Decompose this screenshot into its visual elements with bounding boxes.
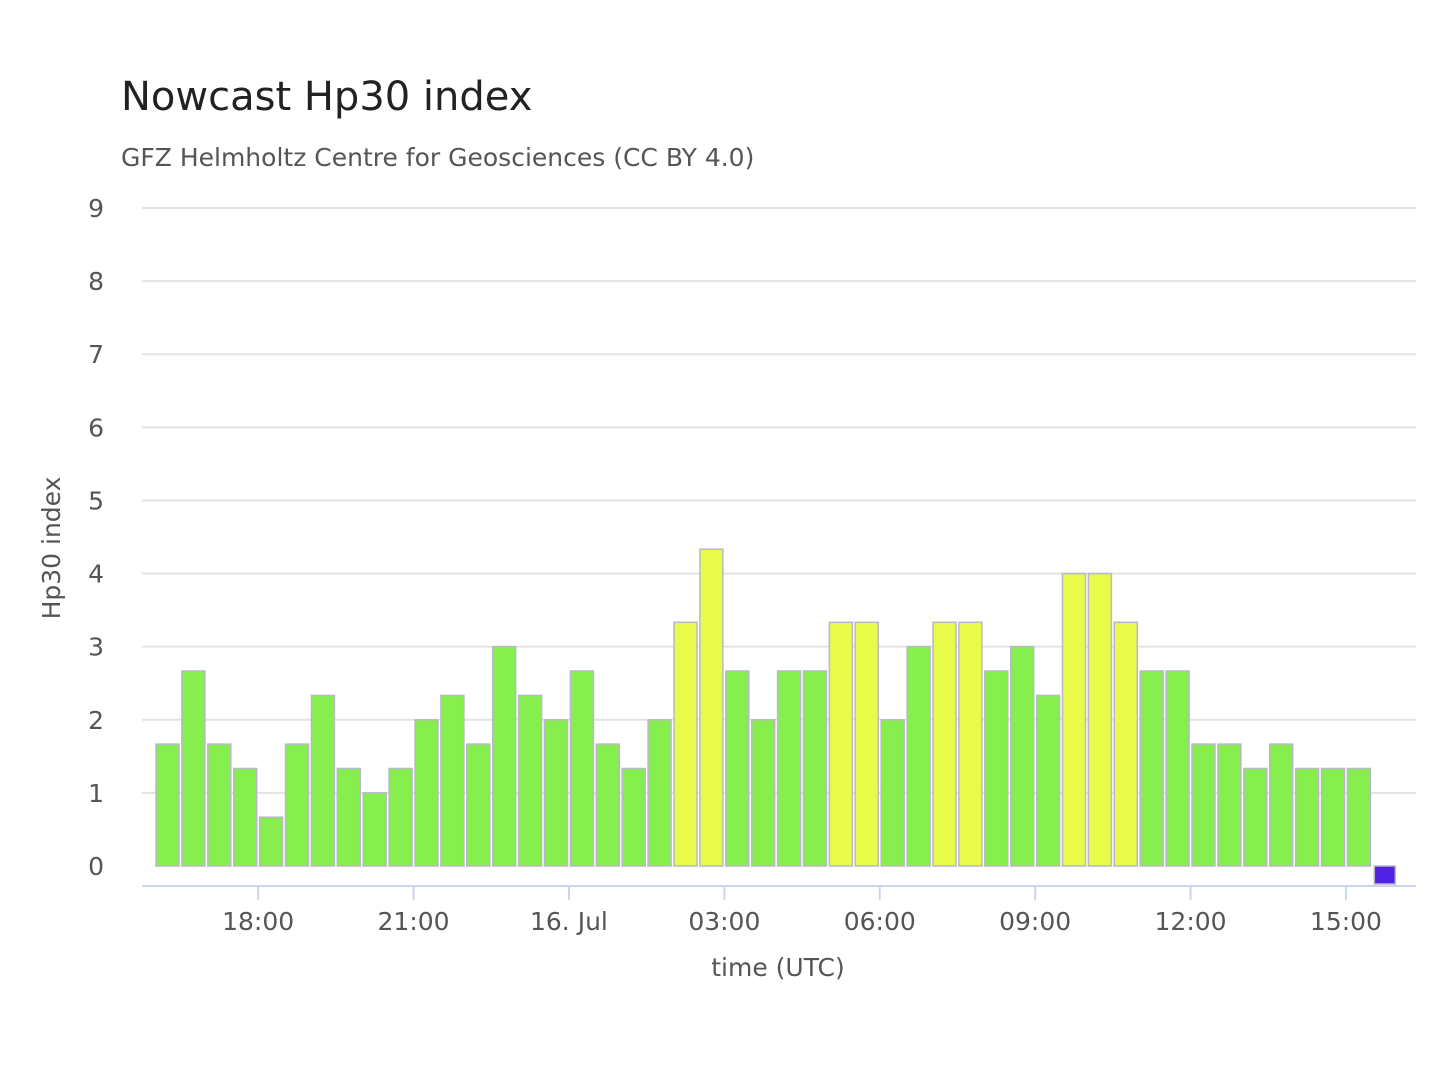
bar[interactable]: 16 Jul 13:30: 1.667 <box>1268 743 1294 867</box>
bar[interactable]: 15 Jul 18:00: 0.667 <box>258 816 284 867</box>
x-tick-label: 16. Jul <box>530 907 608 936</box>
bar[interactable]: 16 Jul 02:00: 3.333 <box>673 621 698 867</box>
x-axis <box>142 885 1416 900</box>
bar[interactable]: 16 Jul 15:30: 0.1 <box>1373 865 1397 885</box>
bar[interactable]: 16 Jul 14:00: 1.333 <box>1294 767 1320 867</box>
bar[interactable]: 15 Jul 20:30: 1.333 <box>388 767 413 867</box>
bar[interactable]: 15 Jul 19:30: 1.333 <box>336 767 362 867</box>
bar[interactable]: 16 Jul 07:00: 3.333 <box>932 621 957 867</box>
bar[interactable]: 16 Jul 09:00: 2.333 <box>1035 694 1061 867</box>
bar[interactable]: 16 Jul 07:30: 3.333 <box>958 621 983 867</box>
y-axis-title: Hp30 index <box>37 477 66 620</box>
bar[interactable]: 15 Jul 18:30: 1.667 <box>284 743 310 867</box>
y-tick-label: 3 <box>88 633 104 662</box>
x-tick-label: 09:00 <box>999 907 1071 936</box>
bar[interactable]: 16 Jul 11:00: 2.667 <box>1139 670 1164 867</box>
y-tick-label: 4 <box>88 560 104 589</box>
x-tick-labels: 18:00 21:00 16. Jul 03:00 06:00 09:00 12:00 15:… <box>222 907 1382 936</box>
bar[interactable]: 15 Jul 16:30: 2.667 <box>181 670 206 867</box>
bar[interactable]: 16 Jul 05:30: 3.333 <box>854 621 880 867</box>
x-tick-label: 12:00 <box>1155 907 1227 936</box>
y-tick-label: 8 <box>88 267 104 296</box>
bar[interactable]: 16 Jul 05:00: 3.333 <box>828 621 854 867</box>
bar[interactable]: 15 Jul 19:00: 2.333 <box>310 694 336 867</box>
bar[interactable]: 16 Jul 06:30: 3 <box>906 645 931 867</box>
bar[interactable]: 16 Jul 15:00: 1.333 <box>1346 767 1372 867</box>
bar[interactable]: 15 Jul 17:00: 1.667 <box>207 743 232 867</box>
x-tick-label: 03:00 <box>688 907 760 936</box>
bar[interactable]: 15 Jul 16:00: 1.667 <box>155 743 180 867</box>
bar[interactable]: 16 Jul 09:30: 4 <box>1061 572 1087 867</box>
bar[interactable]: 15 Jul 17:30: 1.333 <box>232 767 258 867</box>
bars: 15 Jul 16:00: 1.66715 Jul 16:30: 2.66715… <box>155 548 1397 885</box>
y-tick-label: 2 <box>88 706 104 735</box>
bar[interactable]: 15 Jul 20:00: 1 <box>362 792 387 867</box>
bar[interactable]: 16 Jul 12:30: 1.667 <box>1217 743 1242 867</box>
bar[interactable]: 15 Jul 21:00: 2 <box>414 719 439 867</box>
x-tick-label: 18:00 <box>222 907 294 936</box>
bar[interactable]: 15 Jul 22:00: 1.667 <box>466 743 491 867</box>
bar[interactable]: 16 Jul 06:00: 2 <box>880 719 905 867</box>
bar[interactable]: 16 Jul 00:00: 2.667 <box>569 670 595 867</box>
bar[interactable]: 16 Jul 08:30: 3 <box>1009 645 1035 867</box>
x-tick-label: 06:00 <box>844 907 916 936</box>
y-tick-label: 1 <box>88 779 104 808</box>
bar[interactable]: 16 Jul 08:00: 2.667 <box>984 670 1009 867</box>
bar[interactable]: 16 Jul 03:00: 2.667 <box>725 670 750 867</box>
x-tick-label: 21:00 <box>378 907 450 936</box>
gridlines <box>142 207 1416 794</box>
bar[interactable]: 16 Jul 12:00: 1.667 <box>1191 743 1216 867</box>
bar[interactable]: 16 Jul 11:30: 2.667 <box>1165 670 1190 867</box>
bar[interactable]: 16 Jul 00:30: 1.667 <box>595 743 621 867</box>
bar[interactable]: 16 Jul 10:00: 4 <box>1087 572 1113 867</box>
y-tick-label: 5 <box>88 486 104 515</box>
bar[interactable]: 16 Jul 01:30: 2 <box>647 719 672 867</box>
bar[interactable]: 15 Jul 21:30: 2.333 <box>440 694 465 867</box>
bar[interactable]: 16 Jul 03:30: 2 <box>750 719 776 867</box>
y-tick-label: 9 <box>88 194 104 223</box>
bar[interactable]: 16 Jul 14:30: 1.333 <box>1320 767 1346 867</box>
y-tick-label: 7 <box>88 340 104 369</box>
x-tick-label: 15:00 <box>1310 907 1382 936</box>
bar[interactable]: 16 Jul 02:30: 4.333 <box>699 548 724 867</box>
bar[interactable]: 15 Jul 23:00: 2.333 <box>517 694 543 867</box>
bar[interactable]: 16 Jul 04:30: 2.667 <box>802 670 828 867</box>
bar[interactable]: 15 Jul 23:30: 2 <box>543 719 569 867</box>
x-axis-title: time (UTC) <box>711 953 845 982</box>
bar[interactable]: 16 Jul 10:30: 3.333 <box>1113 621 1139 867</box>
bar[interactable]: 15 Jul 22:30: 3 <box>491 645 517 867</box>
chart-title: Nowcast Hp30 index <box>121 74 533 120</box>
bar[interactable]: 16 Jul 13:00: 1.333 <box>1243 767 1268 867</box>
y-tick-labels: 0 1 2 3 4 5 6 7 8 9 <box>88 194 104 881</box>
chart-subtitle: GFZ Helmholtz Centre for Geosciences (CC… <box>121 143 755 172</box>
bar[interactable]: 16 Jul 04:00: 2.667 <box>776 670 802 867</box>
y-tick-label: 0 <box>88 852 104 881</box>
bar[interactable]: 16 Jul 01:00: 1.333 <box>621 767 646 867</box>
y-tick-label: 6 <box>88 413 104 442</box>
